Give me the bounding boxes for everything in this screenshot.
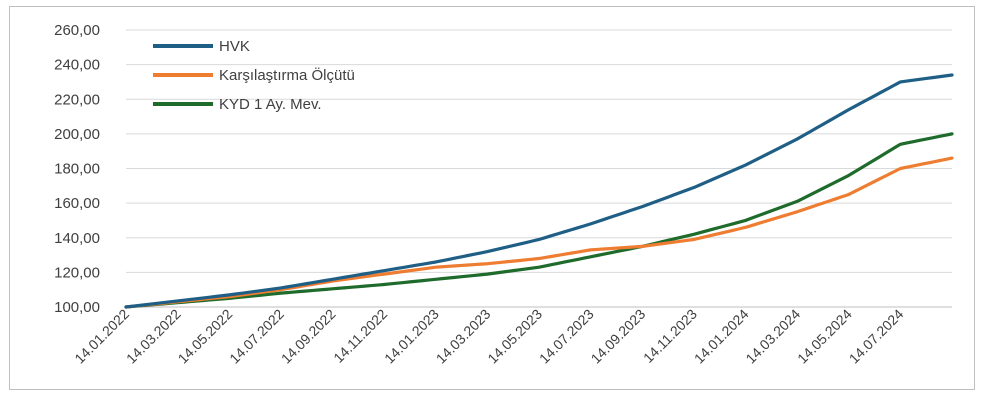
y-tick-label: 240,00 <box>54 57 100 74</box>
x-tick-label: 14.09.2023 <box>588 306 649 367</box>
x-tick-label: 14.07.2022 <box>226 306 287 367</box>
series-lines <box>124 73 954 309</box>
x-axis-ticks: 14.01.202214.03.202214.05.202214.07.2022… <box>71 306 906 367</box>
legend: HVK Karşılaştırma Ölçütü KYD 1 Ay. Mev. <box>153 38 355 113</box>
y-axis-ticks: 100,00 120,00 140,00 160,00 180,00 200,00 220,… <box>54 22 100 316</box>
gridlines <box>126 29 952 273</box>
x-tick-label: 14.05.2022 <box>175 306 236 367</box>
y-tick-label: 100,00 <box>54 299 100 316</box>
x-tick-label: 14.03.2024 <box>742 306 803 367</box>
series-line <box>124 156 954 309</box>
y-tick-label: 200,00 <box>54 126 100 143</box>
y-tick-label: 140,00 <box>54 230 100 247</box>
y-tick-label: 260,00 <box>54 22 100 39</box>
y-tick-label: 220,00 <box>54 91 100 108</box>
x-tick-label: 14.01.2024 <box>691 306 752 367</box>
x-tick-label: 14.03.2023 <box>433 306 494 367</box>
legend-label: Karşılaştırma Ölçütü <box>219 66 355 84</box>
legend-label: HVK <box>219 38 250 55</box>
series-line <box>124 73 954 309</box>
legend-label: KYD 1 Ay. Mev. <box>219 96 322 113</box>
x-tick-label: 14.01.2023 <box>381 306 442 367</box>
x-tick-label: 14.05.2023 <box>484 306 545 367</box>
x-tick-label: 14.05.2024 <box>794 306 855 367</box>
x-tick-label: 14.09.2022 <box>278 306 339 367</box>
x-tick-label: 14.07.2024 <box>846 306 907 367</box>
x-tick-label: 14.07.2023 <box>536 306 597 367</box>
y-tick-label: 120,00 <box>54 264 100 281</box>
x-tick-label: 14.03.2022 <box>123 306 184 367</box>
y-tick-label: 160,00 <box>54 195 100 212</box>
series-line <box>124 132 954 309</box>
chart-frame <box>9 6 975 390</box>
y-tick-label: 180,00 <box>54 161 100 178</box>
